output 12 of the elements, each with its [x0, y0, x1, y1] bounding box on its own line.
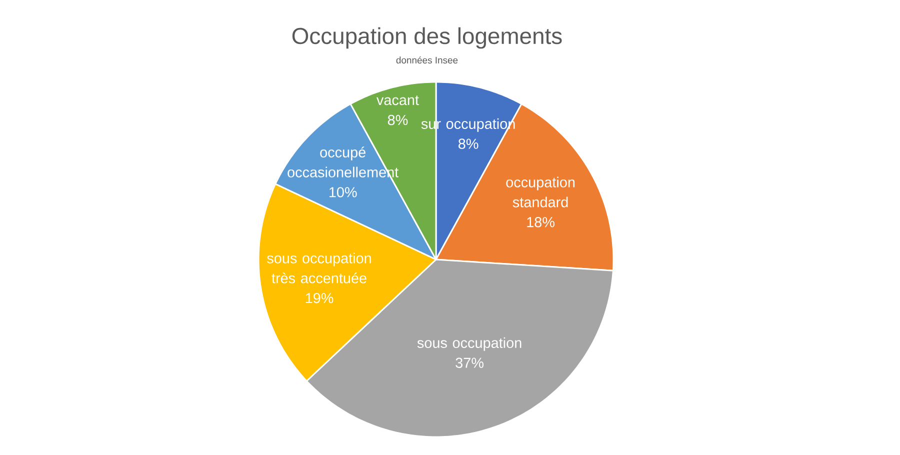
data-label: 19%	[306, 292, 334, 304]
data-label: 8%	[388, 114, 408, 126]
slice-label: sous occupation très accentuée	[267, 252, 371, 284]
slice-label: occupation standard	[506, 176, 575, 208]
data-label: 10%	[329, 187, 357, 198]
data-label: 37%	[456, 358, 484, 368]
data-label: 18%	[527, 217, 554, 228]
chart-title: Occupation des logements	[292, 27, 562, 49]
slice-label: vacant	[376, 96, 419, 106]
data-label: 8%	[458, 138, 478, 149]
chart-subtitle: données Insee	[396, 56, 458, 64]
slice-label: sous occupation	[417, 337, 522, 351]
